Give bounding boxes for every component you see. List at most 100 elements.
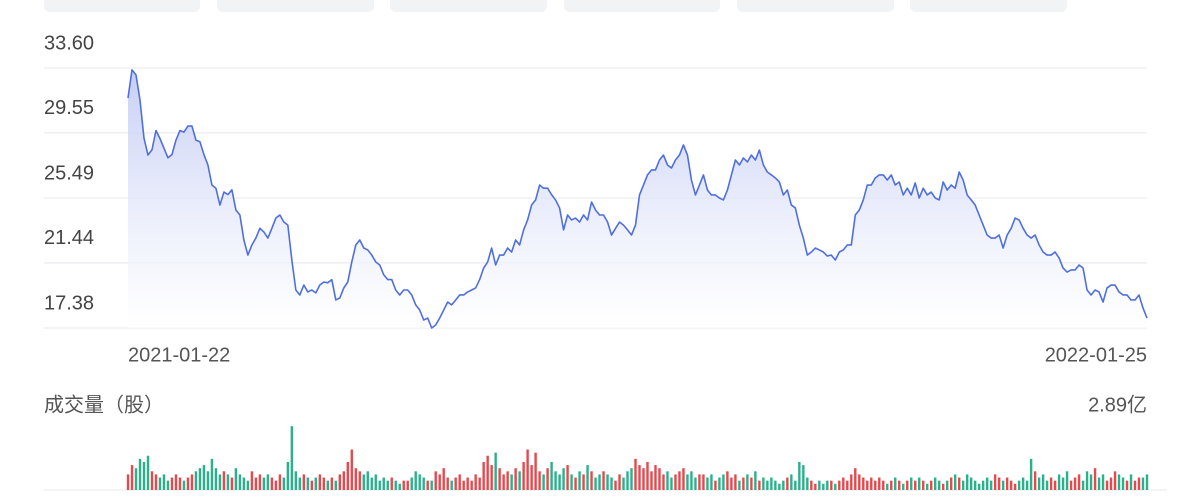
volume-bar — [678, 471, 681, 490]
volume-bar — [214, 468, 218, 490]
volume-bar — [266, 474, 270, 490]
volume-bar — [754, 471, 757, 490]
volume-bar — [614, 480, 617, 490]
volume-bar — [478, 477, 481, 490]
volume-bar — [794, 480, 797, 490]
volume-bar — [746, 474, 749, 490]
volume-bar — [570, 474, 573, 490]
volume-bar — [694, 477, 697, 490]
volume-bar — [310, 480, 314, 490]
volume-bar — [554, 471, 557, 490]
volume-bar — [166, 480, 170, 490]
volume-bar — [1069, 480, 1073, 490]
volume-bar — [178, 477, 182, 490]
volume-bar — [634, 458, 637, 490]
volume-bar — [534, 452, 537, 490]
volume-bar — [190, 474, 194, 490]
volume-bar — [870, 477, 873, 490]
volume-bar — [550, 461, 553, 490]
y-tick-label: 29.55 — [44, 97, 94, 119]
volume-bar — [546, 468, 549, 490]
volume-bar — [702, 474, 705, 490]
volume-bar — [358, 471, 361, 490]
volume-bar — [538, 471, 541, 490]
volume-bar — [450, 480, 453, 490]
volume-bar — [326, 480, 330, 490]
volume-bar — [774, 480, 777, 490]
volume-bar — [682, 468, 685, 490]
volume-bar — [578, 471, 581, 490]
volume-bar — [162, 474, 166, 490]
volume-bar — [362, 474, 365, 490]
volume-bar — [1101, 474, 1105, 490]
volume-bar — [902, 483, 905, 490]
volume-bar — [1113, 471, 1117, 490]
tab[interactable] — [44, 0, 200, 12]
volume-bar — [802, 465, 805, 490]
volume-bar — [782, 480, 785, 490]
volume-bar — [238, 474, 242, 490]
volume-bar — [882, 480, 885, 490]
volume-bar — [466, 477, 469, 490]
volume-bar — [370, 477, 373, 490]
x-tick-label: 2021-01-22 — [128, 344, 230, 366]
volume-bar — [250, 471, 254, 490]
volume-bar — [838, 480, 841, 490]
volume-bar — [977, 483, 981, 490]
volume-bar — [670, 477, 673, 490]
volume-bar — [278, 474, 282, 490]
tab[interactable] — [564, 0, 720, 12]
volume-bar — [1053, 480, 1057, 490]
volume-bar — [842, 477, 845, 490]
volume-bar — [1105, 480, 1109, 490]
volume-bar — [442, 468, 445, 490]
volume-bar — [290, 426, 294, 490]
volume-bar — [150, 471, 154, 490]
volume-bar — [138, 458, 142, 490]
volume-bar — [726, 471, 729, 490]
volume-bar — [254, 477, 258, 490]
tab[interactable] — [390, 0, 547, 12]
volume-bar — [1009, 480, 1013, 490]
volume-bar — [750, 477, 753, 490]
volume-bar — [486, 455, 489, 490]
volume-bar — [226, 474, 230, 490]
volume-bar — [146, 455, 150, 490]
volume-bar — [734, 474, 737, 490]
volume-bar — [298, 477, 302, 490]
volume-bar — [434, 471, 437, 490]
volume-bar — [898, 480, 901, 490]
volume-bar — [818, 480, 821, 490]
tab[interactable] — [217, 0, 374, 12]
volume-bar — [1037, 477, 1041, 490]
tab[interactable] — [737, 0, 894, 12]
volume-bar — [494, 452, 497, 490]
volume-bar — [574, 477, 577, 490]
volume-bar — [714, 480, 717, 490]
volume-bar — [522, 461, 525, 490]
volume-bar — [766, 480, 769, 490]
volume-bar — [646, 461, 649, 490]
volume-bar — [262, 477, 266, 490]
volume-bar — [1021, 477, 1025, 490]
volume-bar — [342, 471, 345, 490]
volume-bar — [638, 465, 641, 490]
volume-bar — [1141, 477, 1145, 490]
volume-bar — [130, 465, 134, 490]
volume-bar — [730, 477, 733, 490]
volume-bar — [458, 474, 461, 490]
volume-bar — [626, 471, 629, 490]
tab[interactable] — [910, 0, 1067, 12]
volume-bar — [989, 480, 993, 490]
volume-bar — [230, 477, 234, 490]
volume-bar — [490, 465, 493, 490]
volume-bar — [402, 480, 405, 490]
volume-bar — [398, 483, 401, 490]
volume-bar — [566, 465, 569, 490]
volume-bar — [346, 461, 349, 490]
y-tick-label: 25.49 — [44, 162, 94, 184]
volume-bar — [194, 471, 198, 490]
volume-bar — [242, 477, 246, 490]
volume-bar — [1137, 477, 1141, 490]
